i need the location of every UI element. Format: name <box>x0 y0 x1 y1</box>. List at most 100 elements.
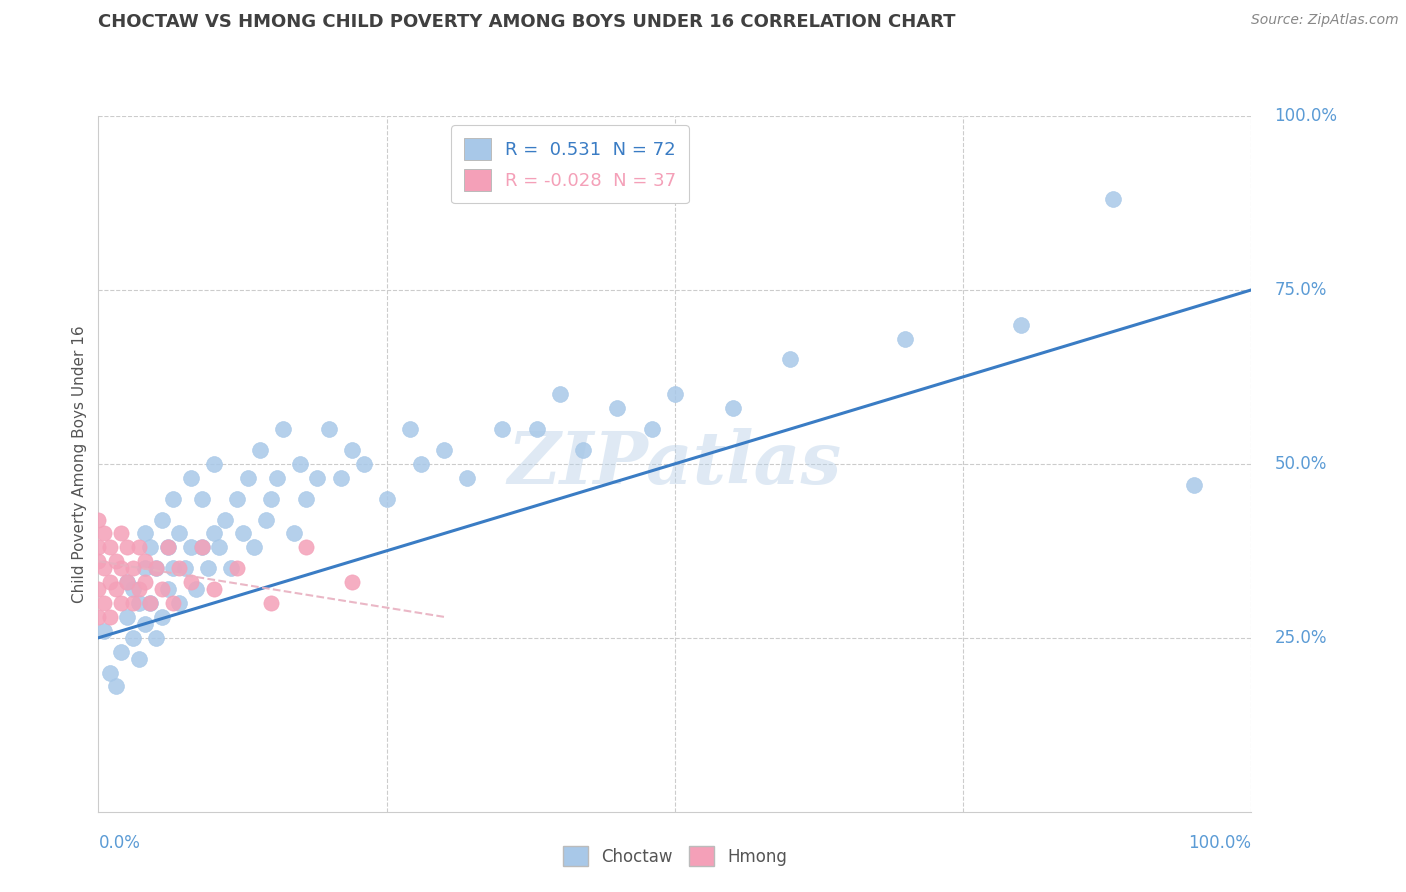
Point <box>606 401 628 416</box>
Point <box>145 561 167 575</box>
Text: CHOCTAW VS HMONG CHILD POVERTY AMONG BOYS UNDER 16 CORRELATION CHART: CHOCTAW VS HMONG CHILD POVERTY AMONG BOY… <box>98 13 956 31</box>
Point <box>150 582 173 596</box>
Point <box>231 526 254 541</box>
Point <box>87 554 110 568</box>
Point <box>202 457 225 471</box>
Point <box>290 457 312 471</box>
Y-axis label: Child Poverty Among Boys Under 16: Child Poverty Among Boys Under 16 <box>72 325 87 603</box>
Point <box>214 512 236 526</box>
Point <box>162 596 184 610</box>
Point <box>721 401 744 416</box>
Text: 25.0%: 25.0% <box>1274 629 1327 647</box>
Point <box>456 471 478 485</box>
Point <box>318 422 340 436</box>
Point <box>191 541 214 555</box>
Point <box>122 582 145 596</box>
Point <box>307 471 329 485</box>
Point <box>122 561 145 575</box>
Point <box>340 575 363 590</box>
Text: 50.0%: 50.0% <box>1274 455 1327 473</box>
Point <box>411 457 433 471</box>
Legend: Choctaw, Hmong: Choctaw, Hmong <box>555 839 794 873</box>
Point <box>180 541 202 555</box>
Point <box>202 582 225 596</box>
Text: ZIPatlas: ZIPatlas <box>508 428 842 500</box>
Point <box>548 387 571 401</box>
Point <box>1102 193 1125 207</box>
Point <box>167 561 190 575</box>
Point <box>180 471 202 485</box>
Point <box>260 491 283 506</box>
Point <box>398 422 420 436</box>
Point <box>117 541 138 555</box>
Point <box>162 491 184 506</box>
Point <box>98 575 121 590</box>
Point <box>117 575 138 590</box>
Point <box>1010 318 1032 332</box>
Point <box>225 491 247 506</box>
Point <box>145 631 167 645</box>
Point <box>156 541 179 555</box>
Point <box>87 512 110 526</box>
Point <box>202 526 225 541</box>
Point <box>134 616 156 631</box>
Point <box>433 442 456 457</box>
Point <box>128 651 150 665</box>
Point <box>174 561 197 575</box>
Point <box>186 582 208 596</box>
Point <box>134 561 156 575</box>
Point <box>329 471 352 485</box>
Point <box>139 596 162 610</box>
Text: 100.0%: 100.0% <box>1188 834 1251 852</box>
Point <box>162 561 184 575</box>
Point <box>1182 477 1205 491</box>
Point <box>110 561 132 575</box>
Text: 0.0%: 0.0% <box>98 834 141 852</box>
Point <box>87 610 110 624</box>
Point <box>87 582 110 596</box>
Point <box>122 631 145 645</box>
Point <box>167 596 190 610</box>
Point <box>128 582 150 596</box>
Point <box>283 526 305 541</box>
Point <box>98 665 121 680</box>
Point <box>139 596 162 610</box>
Point <box>128 596 150 610</box>
Point <box>191 541 214 555</box>
Point <box>128 541 150 555</box>
Point <box>134 575 156 590</box>
Point <box>110 645 132 659</box>
Point <box>664 387 686 401</box>
Point <box>295 491 318 506</box>
Point <box>87 541 110 555</box>
Point <box>219 561 242 575</box>
Point <box>571 442 593 457</box>
Point <box>156 541 179 555</box>
Point <box>266 471 288 485</box>
Point <box>180 575 202 590</box>
Point <box>894 332 917 346</box>
Point <box>93 624 115 638</box>
Point <box>117 610 138 624</box>
Text: Source: ZipAtlas.com: Source: ZipAtlas.com <box>1251 13 1399 28</box>
Point <box>122 596 145 610</box>
Text: 100.0%: 100.0% <box>1274 107 1337 125</box>
Point <box>104 554 127 568</box>
Point <box>641 422 664 436</box>
Point <box>145 561 167 575</box>
Point <box>295 541 318 555</box>
Text: 75.0%: 75.0% <box>1274 281 1327 299</box>
Point <box>491 422 513 436</box>
Point <box>779 352 801 367</box>
Point <box>254 512 277 526</box>
Point <box>93 596 115 610</box>
Point <box>197 561 219 575</box>
Point <box>167 526 190 541</box>
Point <box>117 575 138 590</box>
Point <box>353 457 375 471</box>
Point <box>110 526 132 541</box>
Point <box>104 582 127 596</box>
Point <box>98 610 121 624</box>
Point <box>150 512 173 526</box>
Point <box>260 596 283 610</box>
